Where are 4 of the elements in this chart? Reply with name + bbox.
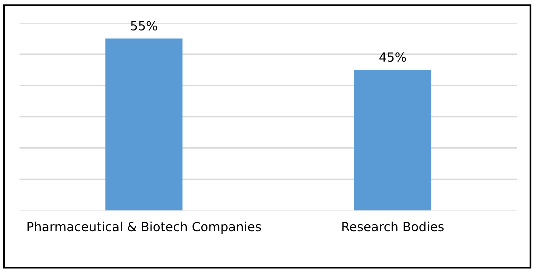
data-label: 45% [380,52,406,62]
x-tick-label: Research Bodies [342,222,444,232]
x-tick-label: Pharmaceutical & Biotech Companies [28,222,262,234]
data-label: 55% [131,21,158,31]
